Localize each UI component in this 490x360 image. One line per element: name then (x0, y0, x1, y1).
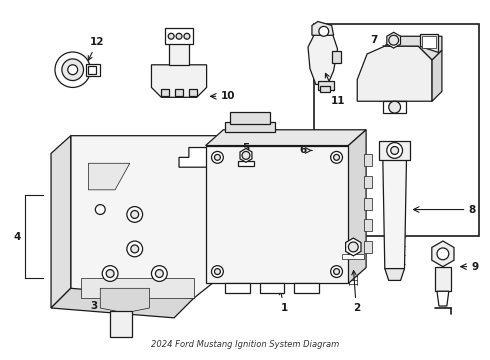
Circle shape (55, 52, 91, 87)
Text: 2024 Ford Mustang Ignition System Diagram: 2024 Ford Mustang Ignition System Diagra… (151, 340, 339, 349)
Text: 11: 11 (325, 73, 346, 106)
Polygon shape (345, 238, 361, 256)
Text: 1: 1 (279, 290, 288, 313)
Polygon shape (80, 278, 194, 298)
Text: 3: 3 (90, 301, 98, 311)
Bar (364, 154, 372, 166)
Bar (364, 219, 372, 231)
Circle shape (106, 270, 114, 278)
Polygon shape (420, 34, 438, 52)
Polygon shape (206, 130, 366, 145)
Circle shape (391, 147, 398, 154)
Polygon shape (51, 288, 194, 318)
Polygon shape (240, 148, 252, 162)
Circle shape (319, 26, 329, 36)
Circle shape (215, 269, 220, 275)
Circle shape (155, 270, 163, 278)
Text: 8: 8 (468, 204, 476, 215)
Polygon shape (169, 42, 189, 65)
Bar (364, 176, 372, 188)
Circle shape (68, 65, 77, 75)
Bar (161, 89, 169, 96)
Circle shape (184, 33, 190, 39)
Bar (86, 64, 100, 76)
Text: 6: 6 (300, 145, 307, 156)
Bar (110, 311, 132, 337)
Bar (89, 66, 97, 74)
Polygon shape (100, 288, 149, 313)
Bar (206, 145, 348, 283)
Circle shape (131, 245, 139, 253)
Bar (422, 36, 436, 48)
Polygon shape (51, 136, 71, 308)
Circle shape (334, 154, 340, 160)
Circle shape (387, 143, 402, 158)
Circle shape (334, 269, 340, 275)
Circle shape (215, 154, 220, 160)
Circle shape (437, 248, 449, 260)
Text: 5: 5 (243, 144, 249, 164)
Text: 10: 10 (220, 91, 235, 101)
Polygon shape (385, 36, 442, 60)
Polygon shape (383, 160, 407, 269)
Circle shape (127, 207, 143, 222)
Polygon shape (437, 291, 449, 306)
Text: 7: 7 (370, 35, 390, 50)
Polygon shape (312, 22, 334, 35)
Circle shape (331, 266, 343, 278)
Bar (332, 51, 342, 63)
Circle shape (151, 266, 167, 282)
Circle shape (389, 35, 398, 45)
Circle shape (127, 241, 143, 257)
Polygon shape (432, 241, 454, 267)
Bar (379, 141, 411, 160)
Circle shape (102, 266, 118, 282)
Circle shape (62, 59, 83, 81)
Circle shape (242, 152, 250, 159)
Text: 2: 2 (352, 271, 360, 313)
Bar (343, 254, 364, 259)
Bar (175, 89, 183, 96)
Circle shape (212, 152, 223, 163)
Circle shape (212, 266, 223, 278)
Polygon shape (357, 46, 432, 101)
Polygon shape (348, 130, 366, 283)
Text: 12: 12 (88, 37, 104, 60)
Polygon shape (71, 136, 219, 298)
Bar (435, 267, 451, 291)
Bar (364, 241, 372, 253)
Bar (320, 86, 330, 93)
Polygon shape (308, 31, 338, 85)
Bar (230, 112, 270, 124)
Circle shape (389, 101, 400, 113)
Circle shape (348, 242, 358, 252)
Text: 9: 9 (471, 262, 479, 272)
Polygon shape (385, 269, 405, 280)
Bar (294, 283, 319, 293)
Bar (383, 101, 407, 113)
Bar (189, 89, 197, 96)
Bar (314, 24, 479, 236)
Bar (165, 28, 193, 44)
Bar (238, 161, 254, 166)
Bar (318, 81, 334, 90)
Polygon shape (387, 32, 400, 48)
Circle shape (96, 204, 105, 215)
Polygon shape (151, 65, 207, 97)
Bar (225, 122, 274, 132)
Circle shape (131, 211, 139, 219)
Circle shape (168, 33, 174, 39)
Circle shape (176, 33, 182, 39)
Bar (225, 283, 250, 293)
Polygon shape (432, 50, 442, 101)
Bar (438, 246, 448, 254)
Circle shape (331, 152, 343, 163)
Bar (260, 283, 284, 293)
Text: 4: 4 (14, 232, 21, 242)
Polygon shape (89, 163, 130, 190)
Bar (364, 198, 372, 210)
